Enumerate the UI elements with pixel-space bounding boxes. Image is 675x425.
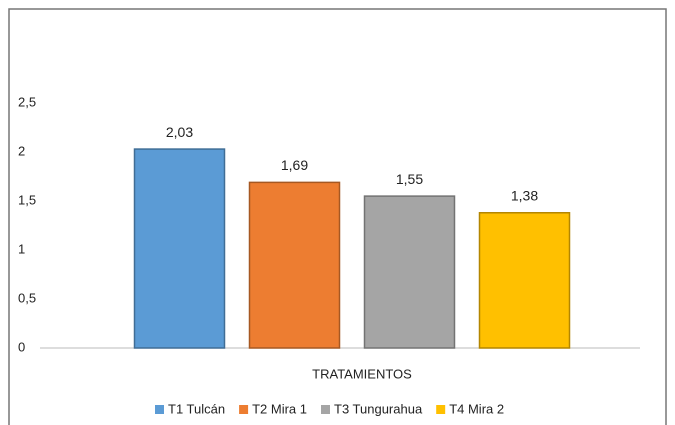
legend-label: T3 Tungurahua (334, 401, 423, 416)
bar (133, 148, 226, 349)
y-tick-label: 0 (18, 339, 25, 354)
legend-swatch (239, 405, 249, 414)
legend-label: T1 Tulcán (168, 401, 225, 416)
legend-label: T4 Mira 2 (449, 401, 504, 416)
value-label: 2,03 (166, 124, 193, 140)
x-tick-label: TRATAMIENTOS (312, 366, 412, 381)
legend-label: T2 Mira 1 (252, 401, 307, 416)
y-tick-label: 0,5 (18, 290, 36, 305)
bar (363, 195, 456, 349)
y-tick-label: 2,5 (18, 94, 36, 109)
value-label: 1,69 (281, 157, 308, 173)
value-label: 1,38 (511, 187, 538, 203)
value-label: 1,55 (396, 171, 423, 187)
y-tick-label: 2 (18, 143, 25, 158)
y-tick-label: 1,5 (18, 192, 36, 207)
legend-swatch (436, 405, 446, 414)
bar (478, 212, 571, 349)
legend-swatch (155, 405, 164, 414)
legend-swatch (321, 405, 330, 414)
bar (248, 181, 341, 349)
y-tick-label: 1 (18, 241, 25, 256)
